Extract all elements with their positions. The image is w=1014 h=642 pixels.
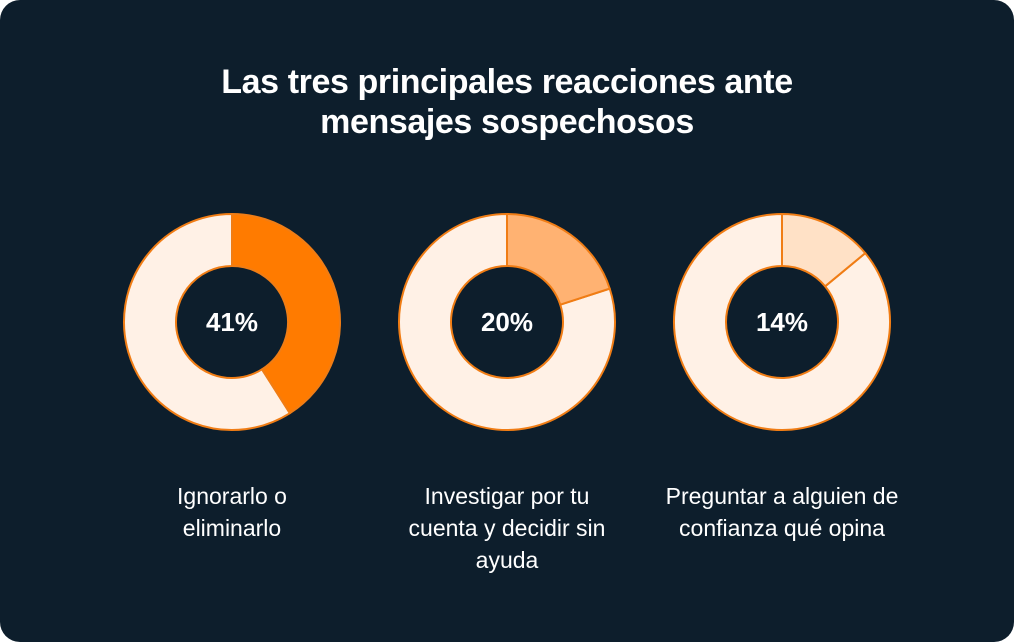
label-line: ayuda	[475, 547, 539, 573]
donut-value-slice	[231, 213, 341, 415]
donut-center-value: 41%	[206, 307, 258, 337]
donut-chart-2: 20%	[377, 212, 637, 432]
label-line: Preguntar a alguien de	[665, 483, 899, 509]
chart-title: Las tres principales reacciones ante men…	[0, 62, 1014, 142]
title-line-2: mensajes sospechosos	[320, 103, 694, 141]
donut-track-slice	[398, 213, 616, 431]
donut-label-3: Preguntar a alguien de confianza qué opi…	[652, 480, 912, 544]
donut-center-value: 20%	[481, 307, 533, 337]
donut-value-slice	[781, 213, 867, 288]
title-line-1: Las tres principales reacciones ante	[221, 63, 793, 101]
donut-svg-1: 41%	[123, 213, 341, 431]
donut-track-slice	[123, 213, 291, 431]
label-line: cuenta y decidir sin	[408, 515, 606, 541]
label-line: eliminarlo	[182, 515, 282, 541]
donut-track-slice	[673, 213, 891, 431]
donut-label-2: Investigar por tu cuenta y decidir sin a…	[377, 480, 637, 576]
donut-chart-1: 41%	[102, 212, 362, 432]
label-line: Ignorarlo o	[177, 483, 287, 509]
donut-svg-3: 14%	[673, 213, 891, 431]
label-line: confianza qué opina	[679, 515, 885, 541]
donut-center-value: 14%	[756, 307, 808, 337]
donut-value-slice	[506, 213, 611, 306]
label-line: Investigar por tu	[424, 483, 590, 509]
donut-chart-3: 14%	[652, 212, 912, 432]
donut-label-1: Ignorarlo o eliminarlo	[102, 480, 362, 544]
donut-svg-2: 20%	[398, 213, 616, 431]
